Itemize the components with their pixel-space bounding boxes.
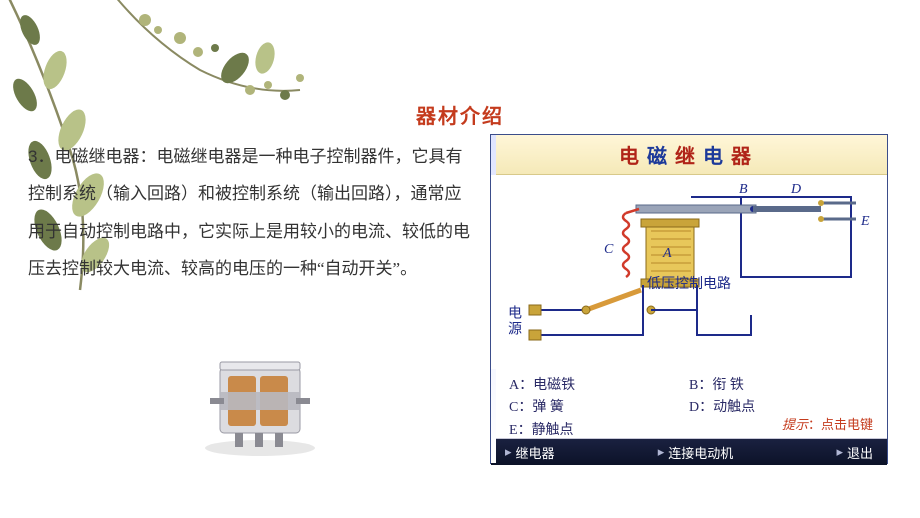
diagram-caption: 低压控制电路 <box>647 273 731 293</box>
btn-motor[interactable]: ▸ 连接电动机 <box>658 443 734 462</box>
arrow-icon: ▸ <box>658 444 665 460</box>
arrow-icon: ▸ <box>505 444 512 460</box>
title-char-4: 器 <box>731 140 759 169</box>
btn-relay[interactable]: ▸ 继电器 <box>505 443 555 462</box>
psu-label: 电源 <box>503 305 523 337</box>
switch[interactable] <box>582 290 655 314</box>
svg-text:A: A <box>662 246 672 261</box>
svg-text:E: E <box>860 214 870 229</box>
hint: 提示：点击电键 <box>782 414 873 433</box>
slide-title: 器材介绍 <box>416 100 504 129</box>
svg-text:D: D <box>790 182 801 197</box>
hint-text: ：点击电键 <box>808 417 873 432</box>
svg-text:B: B <box>739 182 748 197</box>
title-char-1: 磁 <box>647 140 675 169</box>
diagram-panel: 电 磁 继 电 器 电源 <box>490 134 888 464</box>
btn-exit[interactable]: ▸ 退出 <box>836 443 873 462</box>
legend-b: B：衔 铁 <box>689 375 869 397</box>
title-char-2: 继 <box>675 140 703 169</box>
body-content: 电磁继电器：电磁继电器是一种电子控制器件，它具有控制系统（输入回路）和被控制系统… <box>28 147 470 278</box>
title-char-3: 电 <box>703 140 731 169</box>
item-number: 3． <box>28 147 54 166</box>
button-bar: ▸ 继电器 ▸ 连接电动机 ▸ 退出 <box>491 439 887 465</box>
title-char-0: 电 <box>619 140 647 169</box>
body-text: 3．电磁继电器：电磁继电器是一种电子控制器件，它具有控制系统（输入回路）和被控制… <box>28 138 472 288</box>
legend-a: A：电磁铁 <box>509 375 689 397</box>
relay-photo <box>190 348 330 458</box>
hint-label: 提示 <box>782 417 808 432</box>
circuit-area: 电源 <box>491 175 887 369</box>
arrow-icon: ▸ <box>836 444 843 460</box>
legend-c: C：弹 簧 <box>509 397 689 419</box>
diagram-title: 电 磁 继 电 器 <box>491 135 887 175</box>
circuit-svg: B D A C E <box>491 175 889 369</box>
branch-2 <box>110 0 304 100</box>
svg-text:C: C <box>604 242 614 257</box>
legend-e: E：静触点 <box>509 420 689 442</box>
